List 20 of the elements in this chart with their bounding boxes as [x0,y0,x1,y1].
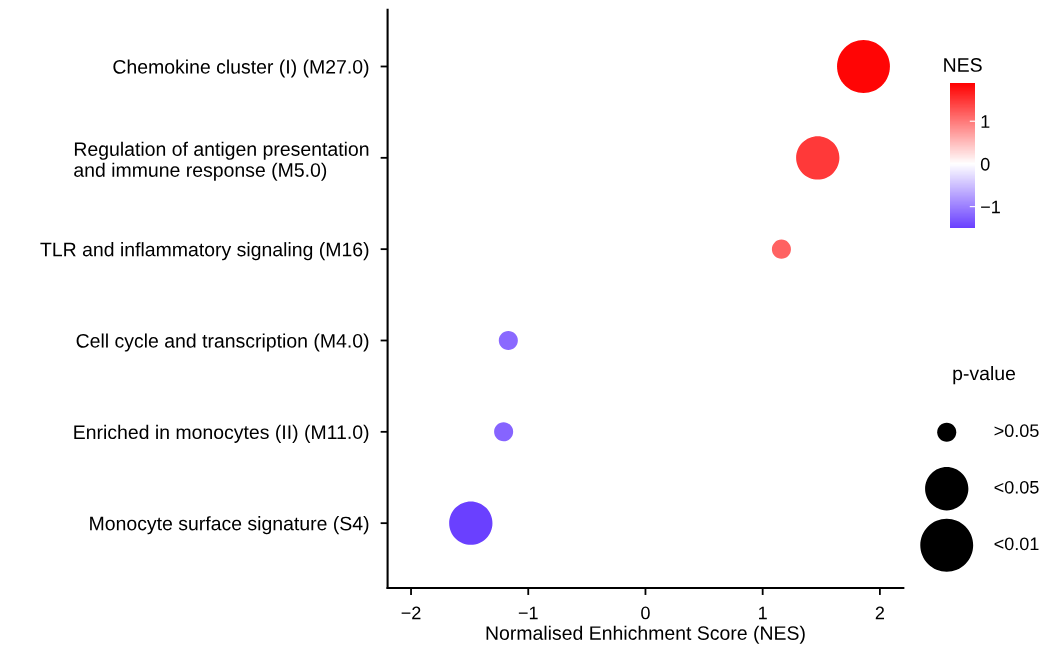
legend-label: >0.05 [994,424,1039,438]
x-tick-label: 2 [875,606,884,620]
y-tick-label: Monocyte surface signature (S4) [90,516,369,535]
legend-title: p-value [953,366,1016,385]
x-tick-label: −2 [401,606,421,620]
y-tick-label: Chemokine cluster (I) (M27.0) [113,59,369,78]
color-bar-title: NES [944,58,982,72]
y-tick-label: TLR and inflammatory signaling (M16) [40,242,369,261]
y-tick-label: Regulation of antigen presentation and immune response (M5.0) [74,141,369,181]
legend-label: <0.05 [994,480,1039,494]
x-tick-label: 1 [759,606,767,620]
color-bar-label: −1 [981,200,1000,214]
color-bar-label: 0 [980,157,990,171]
y-tick-label: Enriched in monocytes (II) (M11.0) [74,424,369,443]
legend-label: <0.01 [994,537,1039,551]
x-axis-title: Normalised Enhichment Score (NES) [486,625,805,644]
x-tick-label: 0 [641,606,650,620]
x-tick-label: −1 [518,606,538,620]
color-bar-label: 1 [981,115,990,128]
y-tick-label: Cell cycle and transcription (M4.0) [76,333,369,352]
